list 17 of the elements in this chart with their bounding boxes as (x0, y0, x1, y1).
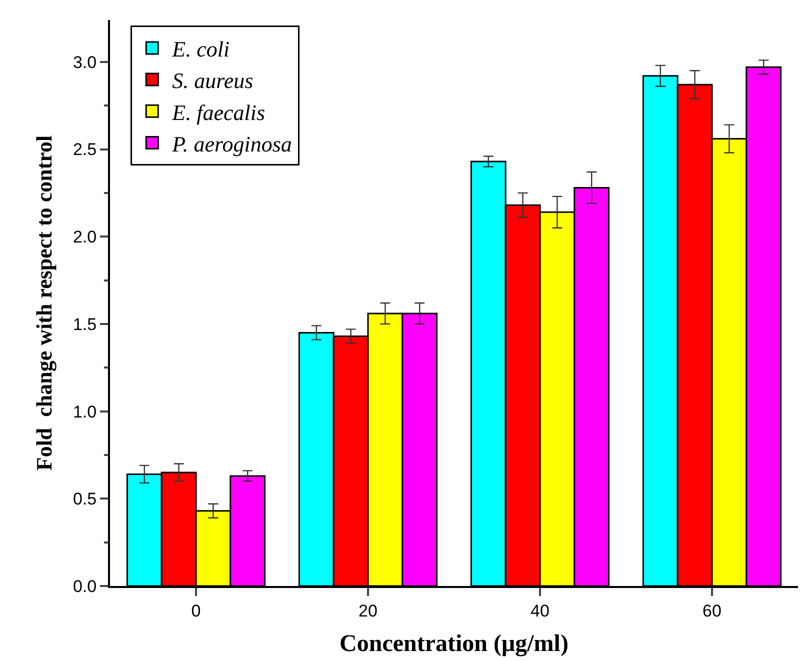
x-axis-title: Concentration (μg/ml) (340, 631, 568, 658)
x-tick-label: 40 (530, 601, 550, 620)
x-tick-label: 0 (191, 601, 201, 620)
legend-label: E. faecalis (171, 100, 266, 125)
legend-label: E. coli (171, 36, 230, 62)
y-tick-label: 0.0 (72, 576, 97, 596)
legend-label: P. aeroginosa (171, 131, 292, 156)
legend-label: S. aureus (172, 68, 254, 94)
y-tick-label: 2.5 (72, 140, 97, 160)
y-tick-label: 2.0 (72, 228, 97, 247)
x-tick-label: 20 (358, 601, 378, 620)
x-tick-label: 60 (702, 601, 722, 620)
y-tick-label: 1.0 (72, 402, 97, 422)
y-tick-label: 1.5 (72, 314, 97, 334)
y-tick-label: 0.5 (72, 490, 97, 509)
y-tick-label: 3.0 (72, 52, 97, 72)
y-axis-title: Fold change with respect to control (31, 135, 56, 471)
